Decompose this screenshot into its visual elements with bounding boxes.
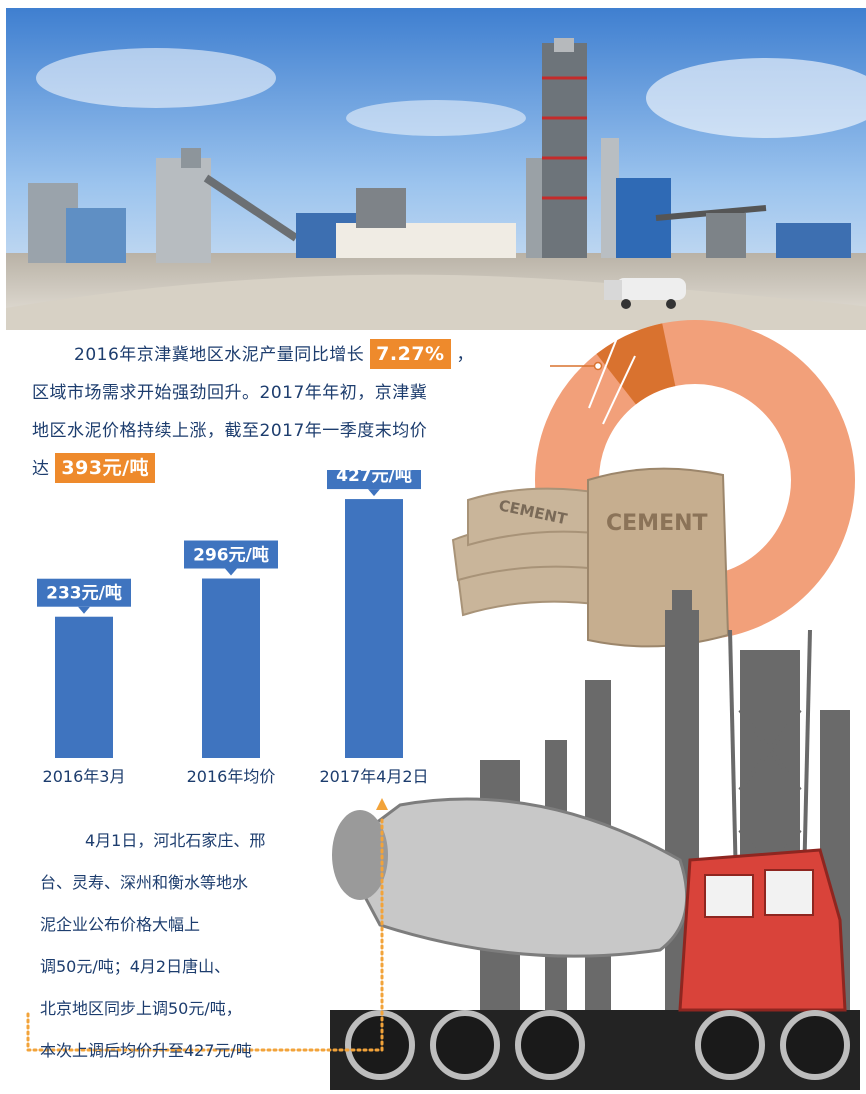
cement-price-bar-chart: 233元/吨 2016年3月 296元/吨 2016年均价 427元/吨 2017年4月2…: [0, 461, 470, 800]
arrow-up-icon: [376, 798, 388, 810]
bar-0: [55, 616, 113, 758]
cement-mixer-truck-illustration: [300, 590, 866, 1090]
value-label-2: 427元/吨: [336, 470, 412, 486]
category-label-1: 2016年均价: [187, 767, 276, 786]
bar-2: [345, 499, 403, 758]
cement-bags-illustration: CEMENT CEMENT: [438, 455, 738, 665]
bar-1: [202, 578, 260, 758]
intro-line1-prefix: 2016年京津冀地区水泥产量同比增长: [74, 345, 365, 365]
category-label-0: 2016年3月: [43, 767, 126, 786]
footer-line-2: 台、灵寿、深州和衡水等地水: [40, 873, 249, 892]
footer-line-6: 本次上调后均价升至427元/吨: [40, 1041, 252, 1060]
front-bag-label: CEMENT: [606, 511, 708, 536]
donut-leader-dot: [593, 361, 603, 371]
dotted-connector: [0, 780, 420, 1090]
value-label-1: 296元/吨: [193, 545, 269, 566]
intro-line2: 区域市场需求开始强劲回升。2017年年初，京津冀: [32, 383, 428, 403]
intro-paragraph: 2016年京津冀地区水泥产量同比增长 7.27% ， 区域市场需求开始强劲回升。…: [32, 336, 552, 488]
footer-line-1: 4月1日，河北石家庄、邢: [85, 831, 266, 850]
footer-line-4: 调50元/吨；4月2日唐山、: [40, 957, 231, 976]
footer-line-5: 北京地区同步上调50元/吨，: [40, 999, 242, 1018]
donut-divider: [588, 337, 618, 409]
intro-line4-prefix: 达: [32, 459, 50, 479]
value-label-box-0: [37, 578, 131, 614]
value-label-box-1: [184, 540, 278, 576]
intro-line1-suffix: ，: [456, 345, 474, 365]
growth-rate-highlight: 7.27%: [370, 339, 451, 369]
value-label-0: 233元/吨: [46, 583, 122, 604]
cement-plant-photo: [6, 8, 866, 330]
category-label-2: 2017年4月2日: [319, 767, 428, 786]
intro-line3: 地区水泥价格持续上涨，截至2017年一季度末均价: [32, 421, 428, 441]
footer-line-3: 泥企业公布价格大幅上: [40, 915, 201, 934]
q1-avg-price-highlight: 393元/吨: [55, 453, 156, 483]
footer-paragraph: 4月1日，河北石家庄、邢 台、灵寿、深州和衡水等地水 泥企业公布价格大幅上 调5…: [40, 820, 340, 1072]
